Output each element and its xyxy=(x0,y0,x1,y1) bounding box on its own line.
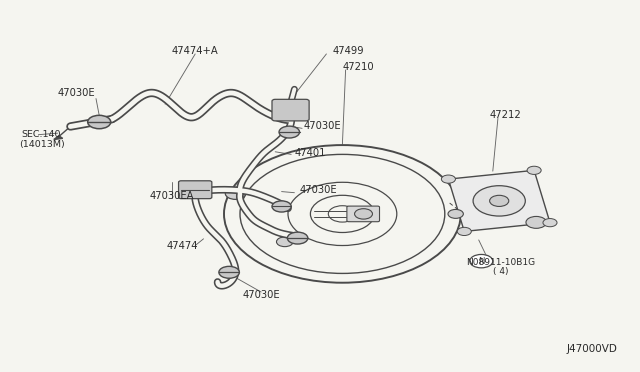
Text: ( 4): ( 4) xyxy=(493,267,508,276)
Circle shape xyxy=(442,175,456,183)
Circle shape xyxy=(225,187,246,199)
Text: SEC.140: SEC.140 xyxy=(22,130,61,139)
Text: J47000VD: J47000VD xyxy=(567,344,618,354)
Text: 47030E: 47030E xyxy=(304,121,342,131)
Text: N: N xyxy=(478,257,484,266)
Circle shape xyxy=(272,201,291,212)
Text: 47030EA: 47030EA xyxy=(149,192,194,201)
FancyBboxPatch shape xyxy=(179,181,212,199)
Circle shape xyxy=(279,126,300,138)
Text: 47030E: 47030E xyxy=(300,186,337,195)
Text: 47030E: 47030E xyxy=(57,88,95,98)
Circle shape xyxy=(276,237,293,247)
Text: 47030E: 47030E xyxy=(243,290,280,299)
Circle shape xyxy=(470,254,493,268)
FancyBboxPatch shape xyxy=(347,206,380,222)
Circle shape xyxy=(543,219,557,227)
Text: 47474+A: 47474+A xyxy=(172,46,219,56)
Circle shape xyxy=(457,227,471,235)
FancyBboxPatch shape xyxy=(272,99,309,121)
Text: 47210: 47210 xyxy=(342,62,374,72)
Circle shape xyxy=(527,166,541,174)
Circle shape xyxy=(448,209,463,218)
Circle shape xyxy=(526,217,547,228)
Text: N08911-10B1G: N08911-10B1G xyxy=(466,258,535,267)
Polygon shape xyxy=(449,170,550,231)
Circle shape xyxy=(473,186,525,216)
Circle shape xyxy=(490,195,509,206)
Polygon shape xyxy=(54,136,63,140)
Text: 47212: 47212 xyxy=(490,110,522,120)
Circle shape xyxy=(287,232,308,244)
Circle shape xyxy=(219,266,239,278)
Circle shape xyxy=(88,115,111,129)
Text: 47474: 47474 xyxy=(167,241,198,250)
Text: 47401: 47401 xyxy=(294,148,326,157)
Circle shape xyxy=(355,209,372,219)
Text: (14013M): (14013M) xyxy=(19,140,65,149)
Text: 47499: 47499 xyxy=(333,46,364,56)
